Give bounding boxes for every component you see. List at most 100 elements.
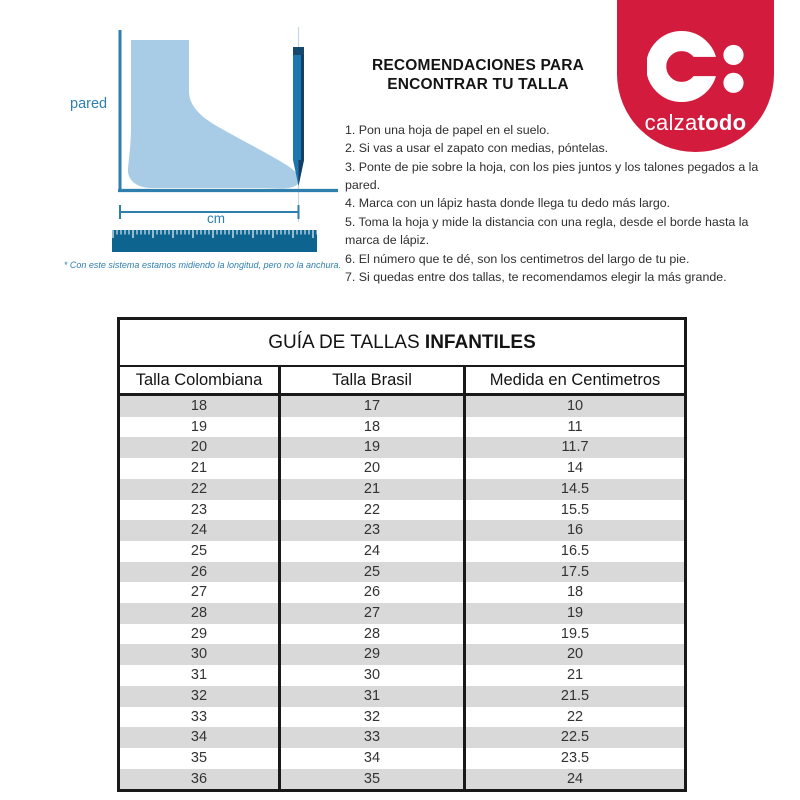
size-cell: 29 (278, 644, 465, 666)
column-header-talla-brasil: Talla Brasil (278, 366, 465, 396)
size-cell: 15.5 (462, 499, 686, 521)
size-cell: 11.7 (462, 437, 686, 459)
size-cell: 22 (118, 478, 280, 500)
table-row: 25 24 16.5 (119, 540, 686, 562)
size-cell: 33 (278, 727, 465, 748)
table-row: 28 27 19 (118, 603, 686, 624)
foot-measuring-illustration (55, 25, 345, 260)
size-cell: 23 (278, 520, 465, 541)
size-cell: 27 (190, 584, 208, 601)
size-cell: 14.5 (462, 478, 686, 500)
size-cell: 27 (278, 603, 465, 624)
size-cell: 30 (278, 665, 465, 686)
ruler-icon (112, 230, 317, 252)
table-row: 22 21 14.5 (118, 478, 686, 500)
brand-wordmark-bold: todo (697, 110, 747, 135)
table-row: 34 33 22.5 (118, 727, 686, 748)
size-cell: 21 (278, 478, 465, 500)
wall-label: pared (70, 96, 108, 112)
size-cell: 20 (462, 644, 686, 666)
table-title-row: GUÍA DE TALLAS INFANTILES (118, 318, 686, 367)
table-row: 19 18 11 (119, 416, 686, 438)
size-cell: 18 (118, 394, 280, 417)
steps-list: 1. Pon una hoja de papel en el suelo. 2.… (345, 121, 777, 287)
size-cell: 28 (118, 603, 280, 624)
size-cell: 25 (190, 542, 208, 559)
step-item: 6. El número que te dé, son los centimet… (345, 251, 690, 266)
table-title: GUÍA DE TALLAS INFANTILES (118, 318, 686, 367)
size-cell: 24 (278, 540, 465, 562)
size-cell: 17 (278, 394, 465, 417)
table-row: 32 31 21.5 (118, 685, 686, 707)
recommendations-title-line2: ENCONTRAR TU TALLA (387, 76, 569, 94)
size-cell: 21.5 (462, 685, 686, 707)
size-cell: 24 (462, 768, 686, 791)
foot-illustration-canvas (112, 27, 338, 252)
c-colon-monogram-icon (647, 30, 744, 103)
size-cell: 18 (462, 582, 686, 604)
size-cell: 20 (278, 458, 465, 479)
size-cell: 14 (462, 458, 686, 479)
table-row: 20 19 11.7 (118, 437, 686, 459)
size-cell: 36 (118, 768, 280, 791)
size-cell: 17.5 (462, 561, 686, 583)
column-header-medida-cm: Medida en Centimetros (462, 366, 686, 396)
step-item: 4. Marca con un lápiz hasta donde llega … (345, 196, 671, 211)
table-title-bold: INFANTILES (424, 331, 536, 353)
step-item: 1. Pon una hoja de papel en el suelo. (345, 122, 550, 137)
size-cell: 16.5 (462, 540, 686, 562)
recommendations-title-line1: RECOMENDACIONES PARA (371, 57, 585, 74)
size-cell: 35 (190, 749, 208, 766)
table-row: 23 22 15.5 (119, 499, 686, 521)
size-cell: 19 (462, 603, 686, 624)
table-row: 18 17 10 (118, 394, 686, 417)
cm-measure-line (119, 205, 300, 219)
size-cell: 10 (462, 394, 686, 417)
size-cell: 26 (278, 582, 465, 604)
table-row: 36 35 24 (118, 768, 686, 791)
column-header-talla-colombiana: Talla Colombiana (118, 366, 280, 396)
size-cell: 24 (118, 520, 280, 541)
table-row: 35 34 23.5 (119, 747, 686, 769)
size-cell: 32 (118, 685, 280, 707)
table-row: 29 28 19.5 (119, 623, 686, 645)
brand-wordmark-regular: calza (644, 110, 698, 135)
size-cell: 20 (118, 437, 280, 459)
table-row: 26 25 17.5 (118, 561, 686, 583)
table-row: 24 23 16 (118, 520, 686, 541)
size-cell: 23 (190, 501, 208, 518)
size-cell: 29 (190, 625, 208, 642)
size-cell: 21 (462, 665, 686, 686)
size-cell: 22 (462, 706, 686, 728)
size-cell: 32 (278, 706, 465, 728)
foot-silhouette-icon (127, 40, 300, 189)
brand-wordmark: calzatodo (617, 110, 774, 136)
size-cell: 26 (118, 561, 280, 583)
cm-label: cm (207, 211, 225, 226)
size-table-body: 18 17 10 19 18 11 20 19 11.7 21 20 14 22 21 14.5 23 22 15… (118, 394, 686, 791)
size-cell: 33 (190, 708, 208, 725)
size-cell: 22 (278, 499, 465, 521)
table-row: 30 29 20 (118, 644, 686, 666)
table-row: 27 26 18 (119, 582, 686, 604)
recommendations-section: RECOMENDACIONES PARA ENCONTRAR TU TALLA … (345, 56, 777, 286)
table-row: 33 32 22 (119, 706, 686, 728)
size-cell: 11 (462, 416, 686, 438)
size-cell: 23.5 (462, 747, 686, 769)
table-row: 21 20 14 (119, 458, 686, 479)
size-cell: 34 (118, 727, 280, 748)
measuring-note: * Con este sistema estamos midiendo la l… (63, 260, 342, 270)
size-cell: 16 (462, 520, 686, 541)
size-cell: 31 (190, 667, 208, 684)
size-cell: 28 (278, 623, 465, 645)
step-item: 2. Si vas a usar el zapato con medias, p… (345, 141, 609, 156)
table-title-regular: GUÍA DE TALLAS (268, 331, 420, 353)
table-header-row: Talla Colombiana Talla Brasil Medida en … (118, 366, 686, 396)
size-cell: 19 (190, 418, 208, 435)
size-cell: 22.5 (462, 727, 686, 748)
size-guide-table: GUÍA DE TALLAS INFANTILES Talla Colombia… (117, 317, 688, 793)
pencil-icon (293, 47, 304, 186)
size-cell: 30 (118, 644, 280, 666)
recommendations-title: RECOMENDACIONES PARA ENCONTRAR TU TALLA (353, 56, 603, 95)
